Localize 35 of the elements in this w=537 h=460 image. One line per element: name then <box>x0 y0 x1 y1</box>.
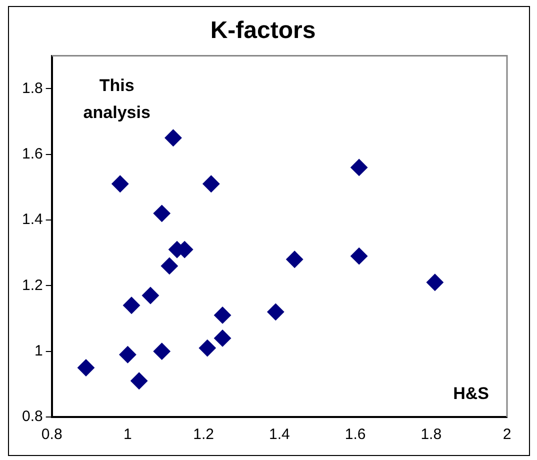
y-tick-label: 1.8 <box>22 80 43 97</box>
point <box>160 257 178 274</box>
point <box>267 303 284 320</box>
x-tick-label: 1.2 <box>193 426 214 444</box>
point <box>112 175 129 192</box>
x-tick-label: 1.8 <box>420 426 442 444</box>
point <box>77 359 94 376</box>
point <box>123 296 140 314</box>
x-tick-label: 0.8 <box>41 426 62 444</box>
x-axis-title: H&S <box>453 384 489 403</box>
point <box>214 306 232 324</box>
point <box>198 340 216 357</box>
y-tick-label: 1.6 <box>22 145 43 162</box>
y-tick-label: 1.2 <box>22 276 43 294</box>
point <box>153 342 170 360</box>
point <box>153 204 170 222</box>
x-tick-label: 2 <box>502 426 512 444</box>
point <box>142 287 159 304</box>
point <box>350 248 368 265</box>
point <box>202 175 220 192</box>
point <box>214 330 232 347</box>
point <box>350 158 368 176</box>
chart-title: K-factors <box>210 17 316 44</box>
x-tick-label: 1.4 <box>268 426 290 444</box>
point <box>426 274 444 291</box>
y-tick-label: 0.8 <box>22 408 43 426</box>
y-tick-label: 1 <box>34 342 43 360</box>
point <box>130 372 148 390</box>
x-tick-label: 1.6 <box>344 426 366 444</box>
point <box>119 346 136 364</box>
point <box>286 250 304 268</box>
point <box>164 129 182 146</box>
y-axis-title: This analysis <box>83 76 150 122</box>
x-tick-label: 1 <box>124 426 132 444</box>
y-tick-label: 1.4 <box>22 211 43 228</box>
